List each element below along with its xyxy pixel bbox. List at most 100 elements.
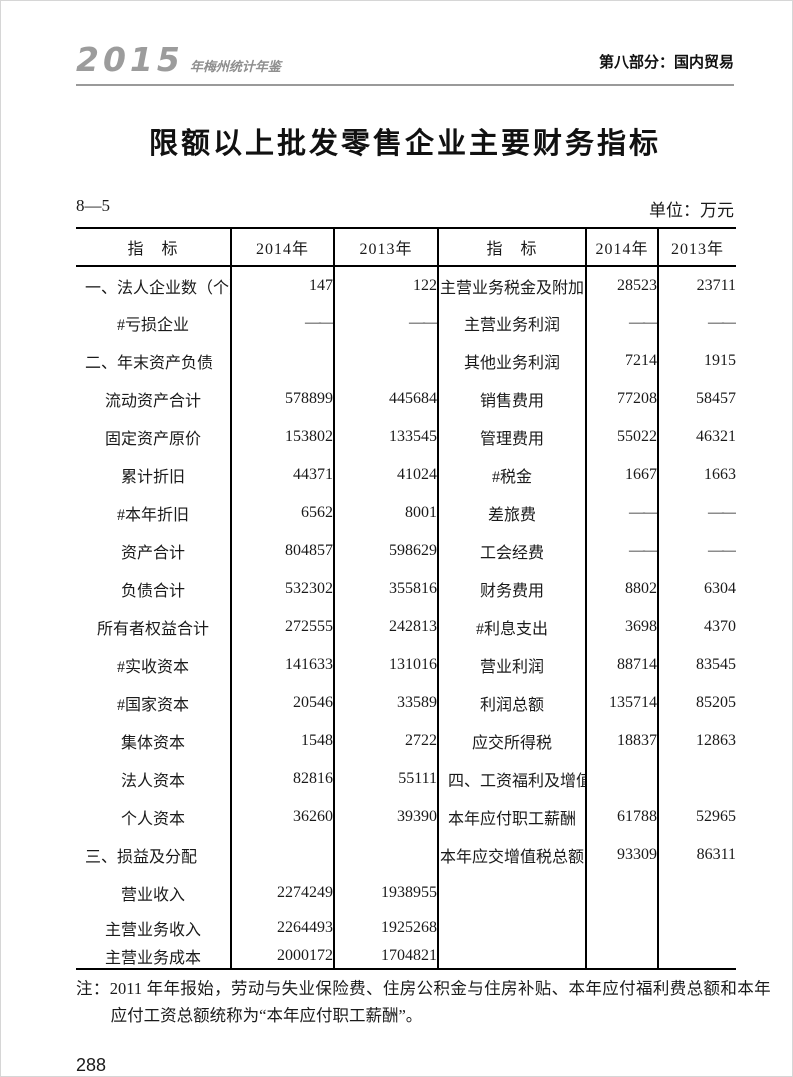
value-cell-2013: 12863 bbox=[696, 732, 736, 749]
value-cell-2013 bbox=[658, 944, 736, 969]
value-cell-2013 bbox=[334, 836, 439, 874]
value-cell-2014: —— bbox=[586, 494, 659, 532]
indicator-cell: 二、年末资产负债 bbox=[76, 342, 232, 380]
table-row: 流动资产合计 578899 445684 销售费用 77208 58457 bbox=[76, 380, 736, 418]
value-cell-2013: 52965 bbox=[696, 808, 736, 825]
value-cell-2014: 8802 bbox=[586, 570, 659, 608]
value-cell-2013: 86311 bbox=[696, 846, 736, 863]
value-cell-2014 bbox=[586, 874, 659, 912]
value-cell-2014: 135714 bbox=[586, 684, 659, 722]
value-cell-2013 bbox=[658, 760, 736, 798]
indicator-cell: 主营业务收入 bbox=[76, 912, 232, 944]
indicator-cell: 负债合计 bbox=[76, 570, 232, 608]
value-cell-2014: —— bbox=[586, 532, 659, 570]
value-cell-2013: 41024 bbox=[334, 456, 439, 494]
indicator-cell: 一、法人企业数（个） bbox=[76, 266, 232, 304]
value-cell-2014: 147 bbox=[231, 266, 335, 304]
value-cell-2013: 46321 bbox=[696, 428, 736, 445]
logo-title: 年梅州统计年鉴 bbox=[189, 60, 281, 75]
value-cell-2013: 39390 bbox=[334, 798, 439, 836]
value-cell-2014 bbox=[586, 912, 659, 944]
indicator-cell: 主营业务利润 bbox=[438, 304, 587, 342]
value-cell-2013: 1915 bbox=[704, 352, 736, 369]
value-cell-2014: 153802 bbox=[231, 418, 335, 456]
column-header-indicator-right: 指 标 bbox=[438, 228, 587, 267]
value-cell-2013: 83545 bbox=[696, 656, 736, 673]
table-row: 主营业务收入 2264493 1925268 bbox=[76, 912, 736, 944]
indicator-cell: 差旅费 bbox=[438, 494, 587, 532]
indicator-cell bbox=[438, 944, 587, 969]
value-cell-2013: 8001 bbox=[334, 494, 439, 532]
value-cell-2013: 2722 bbox=[334, 722, 439, 760]
value-cell-2014: 18837 bbox=[586, 722, 659, 760]
column-header-2013-left: 2013年 bbox=[334, 228, 439, 267]
value-cell-2014: 532302 bbox=[231, 570, 335, 608]
value-cell-2014: 61788 bbox=[586, 798, 659, 836]
indicator-cell: 营业收入 bbox=[76, 874, 232, 912]
value-cell-2014 bbox=[586, 760, 659, 798]
value-cell-2014: —— bbox=[231, 304, 335, 342]
indicator-cell: 本年应付职工薪酬 bbox=[438, 798, 587, 836]
value-cell-2014: 2000172 bbox=[231, 944, 335, 969]
value-cell-2014: 88714 bbox=[586, 646, 659, 684]
indicator-cell: 个人资本 bbox=[76, 798, 232, 836]
value-cell-2013 bbox=[658, 912, 736, 944]
value-cell-2014: 55022 bbox=[586, 418, 659, 456]
value-cell-2014 bbox=[231, 836, 335, 874]
indicator-cell: #实收资本 bbox=[76, 646, 232, 684]
value-cell-2014: 1667 bbox=[586, 456, 659, 494]
indicator-cell: #利息支出 bbox=[438, 608, 587, 646]
page-header: 2015 年梅州统计年鉴 第八部分：国内贸易 bbox=[76, 43, 734, 86]
value-cell-2013: 85205 bbox=[696, 694, 736, 711]
value-cell-2013: 122 bbox=[334, 266, 439, 304]
indicator-cell: 应交所得税 bbox=[438, 722, 587, 760]
column-header-2013-right: 2013年 bbox=[658, 228, 736, 267]
indicator-cell: 三、损益及分配 bbox=[76, 836, 232, 874]
indicator-cell: 固定资产原价 bbox=[76, 418, 232, 456]
financial-indicators-table: 指 标 2014年 2013年 指 标 2014年 2013年 一、法人企业数（… bbox=[76, 227, 736, 970]
indicator-cell: 其他业务利润 bbox=[438, 342, 587, 380]
value-cell-2013: 55111 bbox=[334, 760, 439, 798]
table-row: 负债合计 532302 355816 财务费用 8802 6304 bbox=[76, 570, 736, 608]
value-cell-2013: 355816 bbox=[334, 570, 439, 608]
column-header-2014-left: 2014年 bbox=[231, 228, 335, 267]
value-cell-2013: 445684 bbox=[334, 380, 439, 418]
indicator-cell: 工会经费 bbox=[438, 532, 587, 570]
table-row: #本年折旧 6562 8001 差旅费 —— —— bbox=[76, 494, 736, 532]
indicator-cell bbox=[438, 912, 587, 944]
value-cell-2014: 272555 bbox=[231, 608, 335, 646]
indicator-cell bbox=[438, 874, 587, 912]
section-label: 第八部分：国内贸易 bbox=[598, 54, 734, 71]
table-row: 固定资产原价 153802 133545 管理费用 55022 46321 bbox=[76, 418, 736, 456]
value-cell-2013: 1925268 bbox=[334, 912, 439, 944]
table-row: 个人资本 36260 39390 本年应付职工薪酬 61788 52965 bbox=[76, 798, 736, 836]
value-cell-2014: —— bbox=[586, 304, 659, 342]
value-cell-2014: 93309 bbox=[586, 836, 659, 874]
value-cell-2013: 242813 bbox=[334, 608, 439, 646]
value-cell-2013: 1663 bbox=[704, 466, 736, 483]
value-cell-2013: 6304 bbox=[704, 580, 736, 597]
yearbook-logo: 2015 年梅州统计年鉴 bbox=[76, 43, 281, 76]
value-cell-2014: 578899 bbox=[231, 380, 335, 418]
table-header-row: 指 标 2014年 2013年 指 标 2014年 2013年 bbox=[76, 228, 736, 267]
indicator-cell: 主营业务成本 bbox=[76, 944, 232, 969]
table-row: 所有者权益合计 272555 242813 #利息支出 3698 4370 bbox=[76, 608, 736, 646]
value-cell-2013: 131016 bbox=[334, 646, 439, 684]
indicator-cell: 法人资本 bbox=[76, 760, 232, 798]
indicator-cell: 流动资产合计 bbox=[76, 380, 232, 418]
table-row: 集体资本 1548 2722 应交所得税 18837 12863 bbox=[76, 722, 736, 760]
value-cell-2014: 2264493 bbox=[231, 912, 335, 944]
value-cell-2013: —— bbox=[708, 314, 736, 331]
table-row: 累计折旧 44371 41024 #税金 1667 1663 bbox=[76, 456, 736, 494]
table-header: 指 标 2014年 2013年 指 标 2014年 2013年 bbox=[76, 228, 736, 267]
indicator-cell: 利润总额 bbox=[438, 684, 587, 722]
indicator-cell: #本年折旧 bbox=[76, 494, 232, 532]
indicator-cell: 累计折旧 bbox=[76, 456, 232, 494]
value-cell-2014: 7214 bbox=[586, 342, 659, 380]
indicator-cell: 主营业务税金及附加 bbox=[438, 266, 587, 304]
value-cell-2014: 141633 bbox=[231, 646, 335, 684]
value-cell-2014 bbox=[231, 342, 335, 380]
unit-label: 单位：万元 bbox=[649, 201, 734, 220]
